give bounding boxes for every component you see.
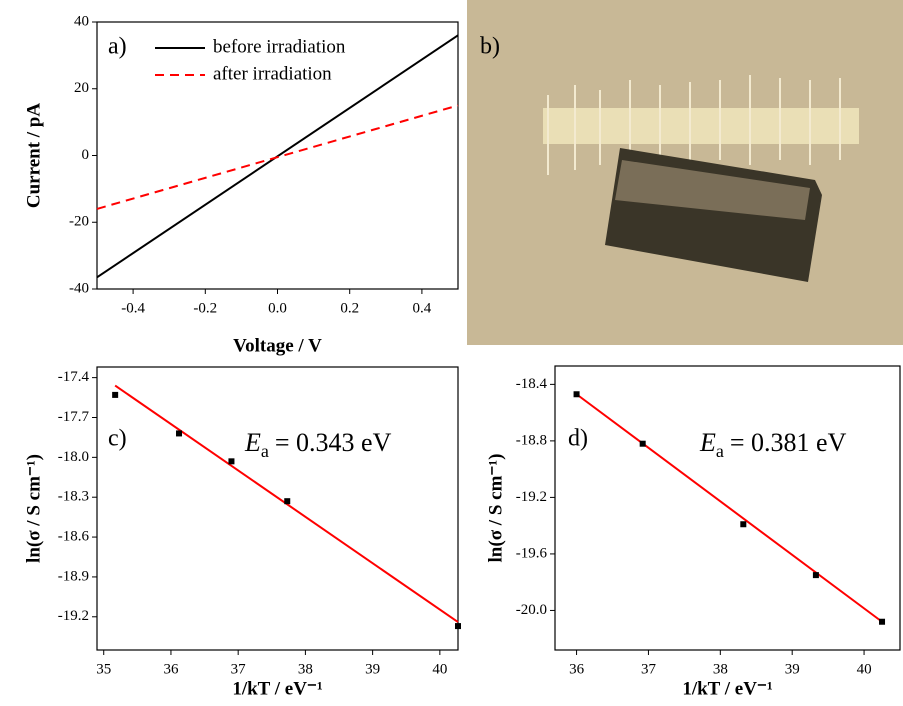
data-point [228,458,235,465]
panel-label: b) [480,34,500,60]
x-axis-title: Voltage / V [233,335,322,356]
series-line [96,104,459,210]
annotation: Ea = 0.381 eV [699,428,847,461]
y-tick-label: 40 [74,13,89,29]
x-tick-label: 0.4 [413,300,432,316]
y-tick-label: -19.2 [58,608,89,624]
y-tick-label: -18.8 [516,432,547,448]
data-point [176,430,183,437]
data-point [455,623,461,630]
annotation-part: a [716,441,724,461]
data-point [740,521,747,528]
x-tick-label: 40 [857,661,872,677]
annotation-part: E [244,428,261,457]
annotation-part: = 0.343 eV [275,428,392,457]
y-tick-label: -40 [69,280,89,296]
y-tick-label: -17.4 [58,369,90,385]
x-axis-title: 1/kT / eV⁻¹ [682,678,772,699]
y-axis-title: ln(σ / S cm⁻¹) [485,454,506,563]
y-tick-label: -18.0 [58,449,89,465]
photo-panel: b) [467,0,903,345]
panel-label: d) [568,426,588,452]
x-tick-label: 37 [641,661,657,677]
x-tick-label: 36 [569,661,585,677]
y-tick-label: 20 [74,80,89,96]
x-tick-label: 0.2 [340,300,359,316]
x-tick-label: -0.4 [121,300,145,316]
x-tick-label: 39 [365,661,380,677]
x-tick-label: 40 [432,661,447,677]
y-tick-label: -18.9 [58,568,89,584]
data-point [812,572,819,579]
legend-label: before irradiation [213,36,346,57]
y-tick-label: -18.6 [58,529,90,545]
data-point [639,440,646,447]
panel-label: a) [108,34,127,60]
plot-frame [554,365,901,651]
annotation: Ea = 0.343 eV [244,428,392,461]
fit-line [575,393,883,623]
data-point [112,391,119,398]
y-tick-label: -20 [69,214,89,230]
y-axis-title: Current / pA [23,103,44,208]
x-tick-label: 35 [96,661,111,677]
y-tick-label: -17.7 [58,409,90,425]
data-point [879,618,886,625]
panel-label: c) [108,426,127,452]
electrode-fingers [547,75,841,175]
x-tick-label: 36 [163,661,179,677]
plot-frame [96,366,459,651]
legend-label: after irradiation [213,63,332,84]
annotation-part: a [261,441,269,461]
data-point [573,391,580,398]
y-tick-label: -18.4 [516,376,548,392]
y-tick-label: -19.6 [516,545,548,561]
y-tick-label: -18.3 [58,489,89,505]
x-tick-label: 0.0 [268,300,287,316]
data-point [284,498,291,505]
x-tick-label: 38 [298,661,313,677]
x-axis-title: 1/kT / eV⁻¹ [232,678,322,699]
x-tick-label: 37 [231,661,247,677]
y-tick-label: -19.2 [516,489,547,505]
y-axis-title: ln(σ / S cm⁻¹) [23,454,44,563]
y-tick-label: -20.0 [516,602,547,618]
y-tick-label: 0 [82,147,90,163]
x-tick-label: 39 [785,661,800,677]
x-tick-label: 38 [713,661,728,677]
x-tick-label: -0.2 [193,300,217,316]
annotation-part: E [699,428,716,457]
annotation-part: = 0.381 eV [730,428,847,457]
electrode [543,108,859,144]
crystal-facet [615,160,810,220]
